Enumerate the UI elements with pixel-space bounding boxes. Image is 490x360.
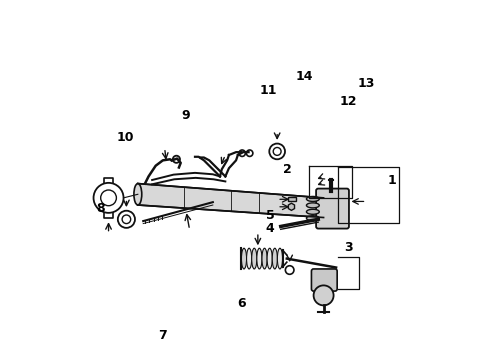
Text: 2: 2 [284,163,292,176]
Circle shape [314,285,334,305]
Text: 7: 7 [158,329,167,342]
Text: 12: 12 [340,95,357,108]
Text: 10: 10 [117,131,134,144]
Ellipse shape [272,248,277,269]
Circle shape [173,156,180,163]
Text: 3: 3 [344,241,353,255]
Ellipse shape [242,248,246,269]
Ellipse shape [267,248,272,269]
Text: 6: 6 [237,297,246,310]
Circle shape [246,150,253,157]
Circle shape [100,190,117,206]
Text: 9: 9 [182,109,191,122]
Circle shape [270,144,285,159]
Ellipse shape [306,216,319,221]
FancyBboxPatch shape [316,189,349,229]
Ellipse shape [257,248,262,269]
Ellipse shape [306,203,319,208]
Circle shape [122,215,131,224]
Circle shape [285,266,294,274]
Text: 8: 8 [96,202,105,215]
Text: 13: 13 [358,77,375,90]
Ellipse shape [306,197,319,202]
Circle shape [118,211,135,228]
Text: 14: 14 [295,70,313,83]
Ellipse shape [262,248,267,269]
Ellipse shape [277,248,283,269]
Text: 11: 11 [260,84,277,97]
Ellipse shape [320,198,327,218]
FancyBboxPatch shape [312,269,337,291]
Text: 4: 4 [266,222,274,235]
Circle shape [94,183,123,213]
Text: 5: 5 [266,209,274,222]
Circle shape [273,148,281,156]
Ellipse shape [134,184,142,205]
Ellipse shape [306,209,319,214]
Circle shape [239,150,245,157]
Bar [288,197,296,202]
Ellipse shape [246,248,252,269]
Ellipse shape [252,248,257,269]
Polygon shape [138,184,323,217]
Text: 1: 1 [387,174,396,186]
